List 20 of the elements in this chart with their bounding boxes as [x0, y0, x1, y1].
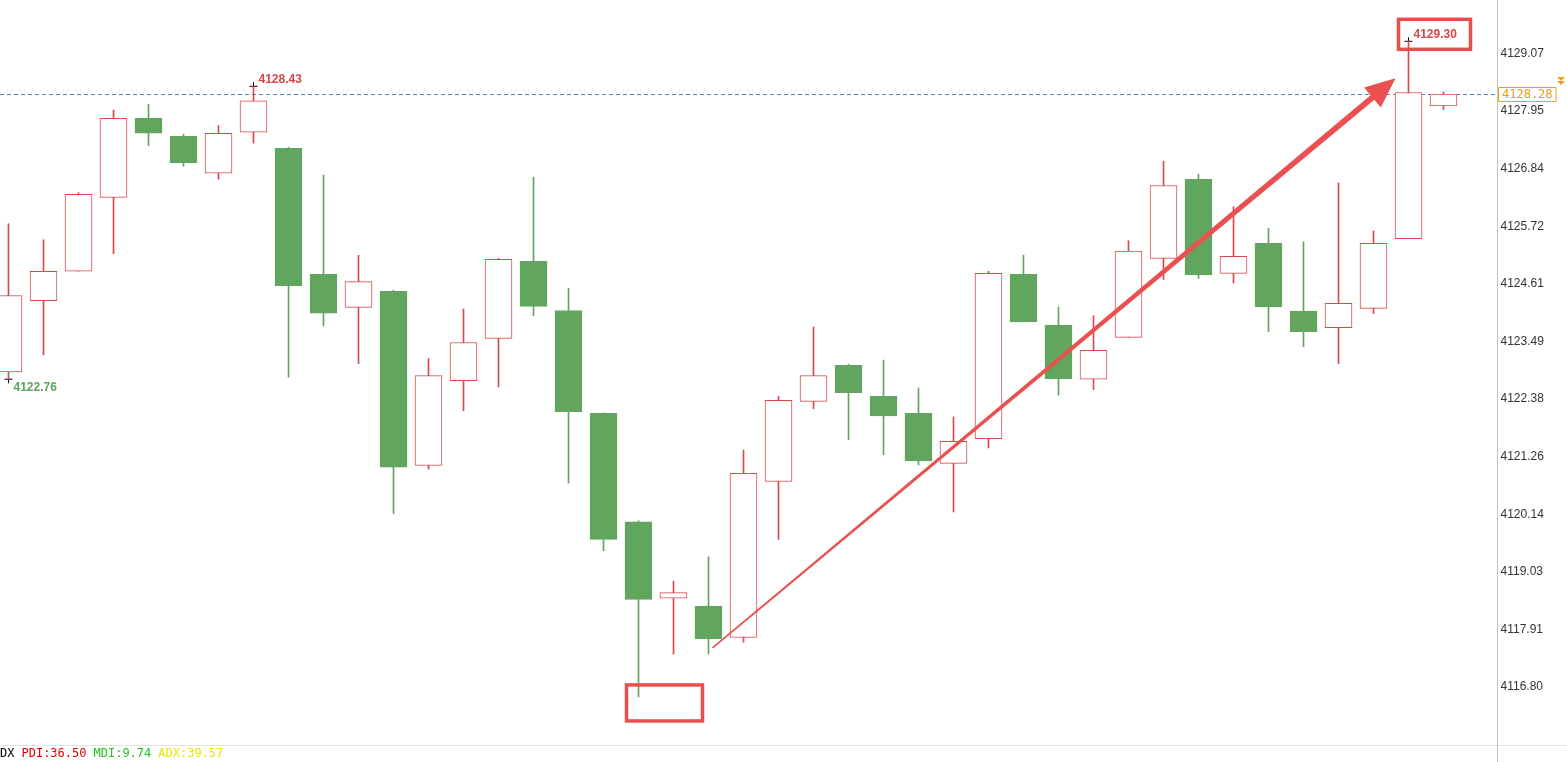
text: MDI:9.74	[93, 746, 152, 760]
ref-line-label: 4128.28	[1502, 87, 1553, 102]
y-tick-label: 4122.38	[1500, 391, 1545, 406]
y-tick-label: 4116.80	[1500, 679, 1544, 694]
annotation: 4122.76	[13, 379, 58, 394]
y-tick-label: 4126.84	[1500, 160, 1545, 175]
y-tick-label: 4123.49	[1500, 333, 1545, 348]
text: ADX:39.57	[158, 746, 224, 760]
text: DX	[0, 746, 15, 760]
y-tick-label: 4127.95	[1500, 103, 1545, 118]
annotation: 4128.43	[258, 71, 303, 86]
y-tick-label: 4121.26	[1500, 449, 1545, 464]
y-tick-label: 4120.14	[1500, 506, 1545, 521]
annotation: 4129.30	[1413, 26, 1458, 41]
y-tick-label: 4117.91	[1500, 622, 1544, 637]
y-tick-label: 4119.03	[1500, 564, 1544, 579]
y-tick-label: 4124.61	[1500, 275, 1545, 290]
y-tick-label: 4129.07	[1500, 45, 1545, 60]
y-tick-label: 4125.72	[1500, 218, 1545, 233]
text: PDI:36.50	[21, 746, 87, 760]
